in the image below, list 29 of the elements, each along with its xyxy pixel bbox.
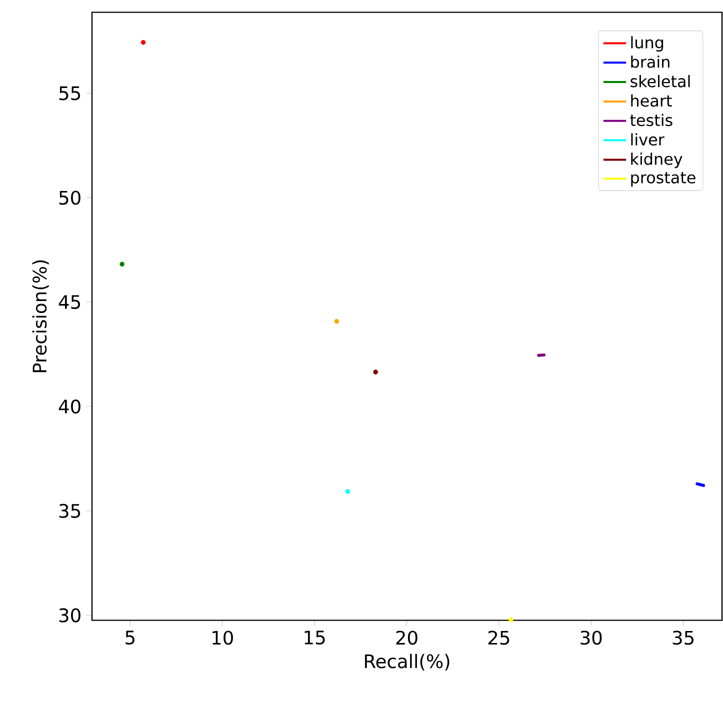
legend-label: brain: [631, 56, 670, 68]
legend-label: prostate: [631, 172, 696, 187]
y-tick-label: 55: [59, 86, 80, 100]
y-tick-label: 40: [58, 399, 80, 414]
x-tick-label: 25: [488, 630, 510, 645]
legend-label: kidney: [631, 152, 682, 168]
x-tick-label: 30: [580, 630, 602, 645]
legend-label: testis: [630, 114, 672, 126]
x-tick-label: 15: [304, 630, 325, 645]
x-tick-label: 35: [672, 630, 694, 645]
point: [373, 370, 378, 374]
x-tick-label: 10: [212, 630, 233, 645]
x-tick-label: 5: [126, 630, 134, 645]
legend-label: lung: [631, 36, 664, 52]
legend-label: skeletal: [630, 74, 690, 88]
x-tick-label: 20: [396, 630, 418, 645]
x-axis-title: Recall(%): [365, 654, 450, 670]
y-tick-label: 45: [58, 295, 80, 310]
y-axis-title: Precision(%): [32, 260, 49, 372]
y-tick-label: 30: [59, 608, 80, 622]
legend-label: liver: [631, 133, 664, 146]
point: [334, 318, 340, 324]
y-tick-label: 50: [59, 190, 80, 205]
point: [140, 40, 146, 45]
y-tick-label: 35: [59, 504, 80, 518]
legend-label: heart: [631, 94, 672, 107]
point: [508, 617, 514, 622]
point: [120, 262, 124, 267]
point: [345, 489, 350, 494]
